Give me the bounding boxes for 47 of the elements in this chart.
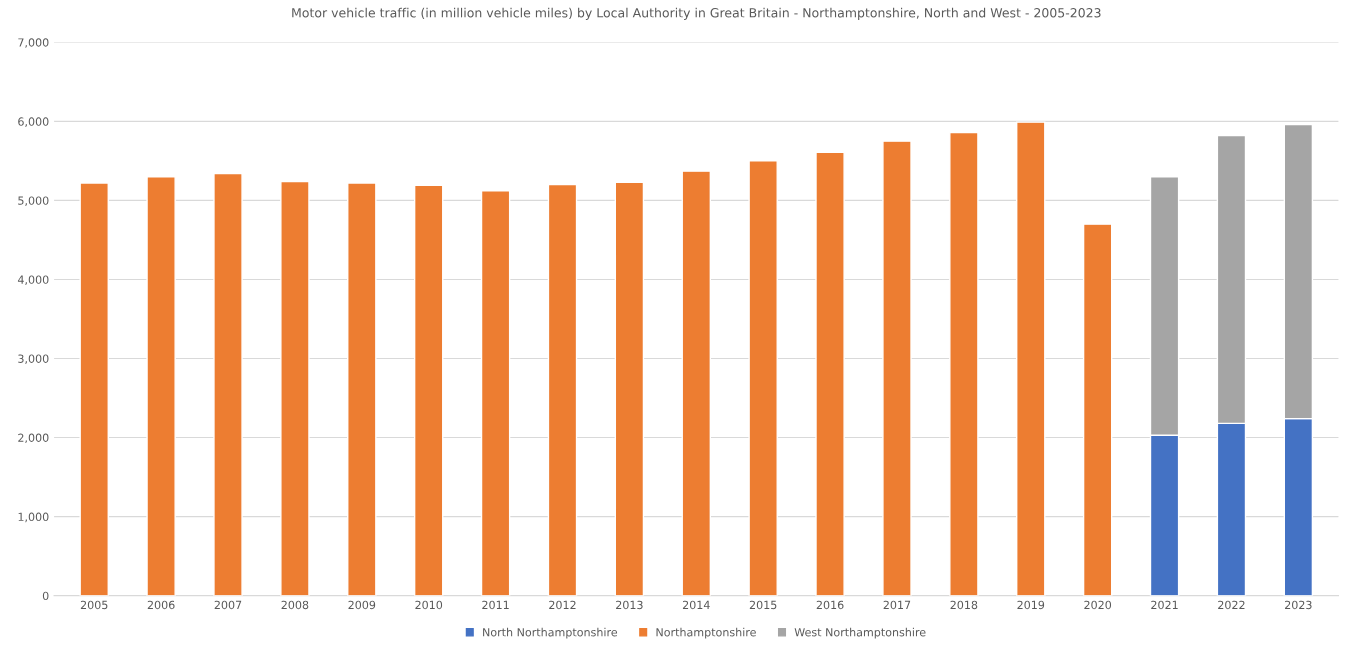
bar	[213, 172, 243, 596]
bar	[547, 183, 578, 596]
y-tick-label: 0	[42, 591, 49, 601]
x-tick-label: 2019	[1017, 600, 1045, 610]
bar	[480, 190, 511, 596]
x-tick-label: 2020	[1084, 600, 1112, 610]
x-tick-label: 2006	[147, 600, 175, 610]
y-tick-label: 3,000	[18, 354, 49, 365]
x-tick-label: 2016	[816, 600, 844, 610]
legend-label: West Northamptonshire	[794, 627, 926, 639]
bar	[1082, 223, 1113, 596]
x-tick-label: 2008	[281, 600, 309, 610]
x-tick-label: 2017	[883, 600, 911, 610]
y-tick-label: 2,000	[18, 433, 49, 444]
x-tick-label: 2010	[415, 600, 443, 610]
bar	[280, 180, 310, 596]
bar	[146, 176, 176, 596]
bar	[1016, 121, 1046, 596]
y-tick-label: 1,000	[18, 512, 49, 523]
bar	[815, 151, 845, 596]
bar	[413, 184, 444, 596]
x-tick-label: 2013	[616, 600, 643, 610]
y-tick-label: 4,000	[17, 275, 49, 285]
y-tick-label: 6,000	[18, 117, 49, 127]
x-tick-label: 2005	[80, 600, 108, 610]
bar	[614, 181, 645, 596]
bar	[949, 131, 979, 596]
bar	[681, 170, 712, 596]
x-tick-label: 2014	[682, 600, 710, 610]
x-tick-label: 2021	[1151, 600, 1178, 610]
x-tick-label: 2012	[549, 600, 576, 610]
x-tick-label: 2015	[749, 600, 777, 610]
bar	[79, 182, 109, 596]
x-tick-label: 2018	[950, 600, 978, 610]
bar	[748, 160, 778, 596]
y-tick-label: 7,000	[18, 38, 49, 48]
y-tick-label: 5,000	[18, 196, 49, 206]
x-tick-label: 2007	[214, 600, 242, 610]
bar	[347, 182, 377, 596]
x-tick-label: 2023	[1285, 600, 1312, 610]
x-tick-label: 2011	[482, 600, 509, 610]
x-tick-label: 2009	[348, 600, 376, 610]
chart-title: Motor vehicle traffic (in million vehicle miles) by Local Authority in Great Britain - Northamptonshire, North and West - 2005-2023	[292, 7, 1101, 20]
legend-label: Northamptonshire	[656, 627, 756, 639]
legend-label: North Northamptonshire	[483, 627, 618, 639]
bar	[882, 140, 912, 596]
x-tick-label: 2022	[1218, 600, 1245, 610]
